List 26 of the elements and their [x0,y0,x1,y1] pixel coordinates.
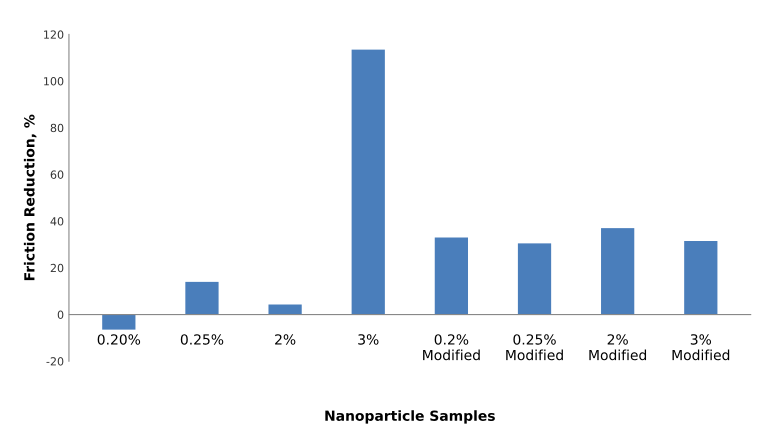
y-tick-label: 100 [44,77,64,86]
bar [518,243,552,315]
y-tick-label: 0 [58,310,64,319]
y-axis-title: Friction Reduction, % [24,114,36,280]
bar [102,314,136,330]
bar [185,282,219,315]
y-tick-label: 20 [50,264,64,272]
bar [684,240,718,315]
bar [434,237,468,315]
y-tick-label: 60 [50,170,64,179]
y-tick-label: 40 [50,217,64,226]
bar [268,304,302,315]
x-tick-label: 3% Modified [672,334,730,360]
x-tick-label: 2% Modified [589,334,646,360]
x-tick-label: 0.25% [180,334,224,345]
x-tick-label: 0.20% [98,334,140,345]
x-axis-title: Nanoparticle Samples [325,410,495,424]
bar [352,50,385,315]
x-tick-label: 0.25% Modified [506,334,563,360]
x-tick-label: 0.2% Modified [423,334,480,360]
bar [601,228,634,315]
y-tick-label: 120 [44,30,64,39]
y-tick-label: 80 [50,124,64,132]
x-tick-label: 2% [275,334,296,345]
y-tick-label: -20 [46,357,64,366]
x-tick-label: 3% [358,334,378,345]
